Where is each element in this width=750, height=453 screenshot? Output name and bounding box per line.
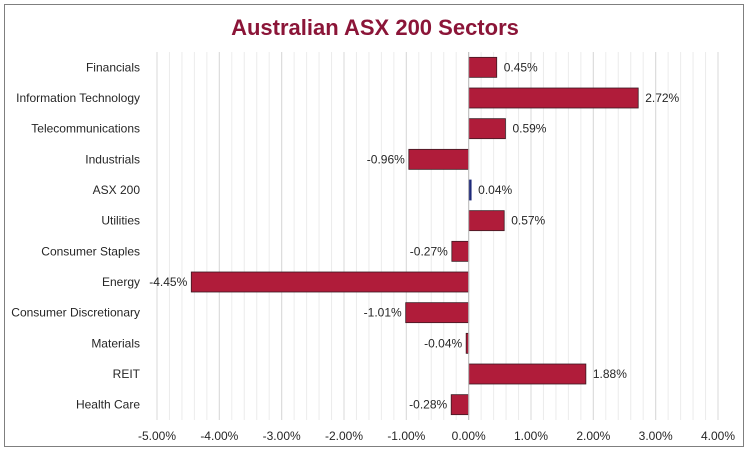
category-label: Health Care (76, 398, 140, 412)
category-label: Financials (86, 60, 140, 74)
data-label: 1.88% (593, 367, 627, 381)
x-tick-label: 3.00% (639, 429, 673, 443)
data-label: 0.45% (504, 60, 538, 74)
category-label: Telecommunications (31, 122, 140, 136)
data-label: -0.28% (409, 398, 447, 412)
chart-frame: Australian ASX 200 Sectors (4, 4, 744, 447)
bar-information-technology (468, 87, 639, 109)
bar-telecommunications (468, 118, 506, 140)
x-tick-label: -4.00% (200, 429, 238, 443)
category-label: Consumer Staples (41, 244, 140, 258)
category-label: Materials (91, 336, 140, 350)
bar-utilities (468, 210, 505, 232)
x-tick-label: -3.00% (263, 429, 301, 443)
category-label: REIT (113, 367, 141, 381)
bar-industrials (408, 148, 470, 170)
bar-health-care (450, 394, 470, 416)
data-label: -0.04% (424, 336, 462, 350)
category-label: Energy (102, 275, 140, 289)
bar-consumer-discretionary (405, 302, 470, 324)
data-label: 2.72% (645, 91, 679, 105)
category-label: Information Technology (16, 91, 140, 105)
data-label: -1.01% (364, 306, 402, 320)
category-label: Utilities (101, 214, 140, 228)
category-label: Industrials (85, 152, 140, 166)
bar-energy (190, 271, 470, 293)
category-label: ASX 200 (93, 183, 141, 197)
bar-reit (468, 363, 587, 385)
x-tick-label: -1.00% (387, 429, 425, 443)
bar-financials (468, 56, 498, 78)
x-tick-label: 2.00% (576, 429, 610, 443)
x-tick-label: -2.00% (325, 429, 363, 443)
data-label: 0.57% (511, 214, 545, 228)
data-label: 0.59% (512, 122, 546, 136)
category-label: Consumer Discretionary (11, 306, 140, 320)
x-tick-label: 4.00% (701, 429, 735, 443)
data-label: -0.27% (410, 244, 448, 258)
x-tick-label: 1.00% (514, 429, 548, 443)
data-label: 0.04% (478, 183, 512, 197)
bar-consumer-staples (451, 240, 470, 262)
chart-title: Australian ASX 200 Sectors (231, 15, 519, 40)
x-tick-label: -5.00% (138, 429, 176, 443)
data-label: -4.45% (149, 275, 187, 289)
x-tick-label: 0.00% (452, 429, 486, 443)
data-label: -0.96% (367, 152, 405, 166)
